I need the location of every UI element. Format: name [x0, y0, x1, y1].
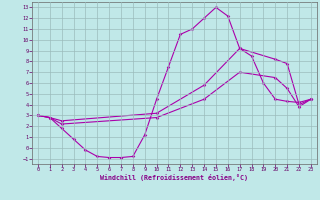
X-axis label: Windchill (Refroidissement éolien,°C): Windchill (Refroidissement éolien,°C): [100, 174, 248, 181]
